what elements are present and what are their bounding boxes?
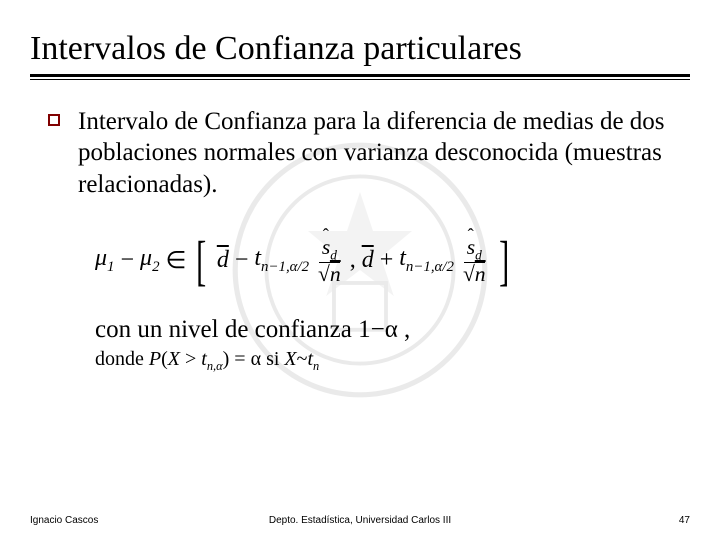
footer-page-number: 47 <box>679 515 690 526</box>
donde-text: donde P(X > tn,α) = α si X~tn <box>30 348 690 374</box>
title-rule-thin <box>30 79 690 80</box>
footer: Ignacio Cascos Depto. Estadística, Unive… <box>0 515 720 526</box>
body-text: Intervalo de Confianza para la diferenci… <box>78 106 680 200</box>
footer-department: Depto. Estadística, Universidad Carlos I… <box>269 515 451 526</box>
title-rule-thick <box>30 74 690 77</box>
formula: μ1 − μ2 ∈ [ d − tn−1,α/2 ˆsd √n , d + tn… <box>95 236 690 286</box>
footer-author: Ignacio Cascos <box>30 515 98 526</box>
body-block: Intervalo de Confianza para la diferenci… <box>30 106 690 200</box>
slide-title: Intervalos de Confianza particulares <box>30 30 690 68</box>
bullet-square-icon <box>48 114 60 126</box>
confidence-text: con un nivel de confianza 1−α , <box>30 316 690 344</box>
